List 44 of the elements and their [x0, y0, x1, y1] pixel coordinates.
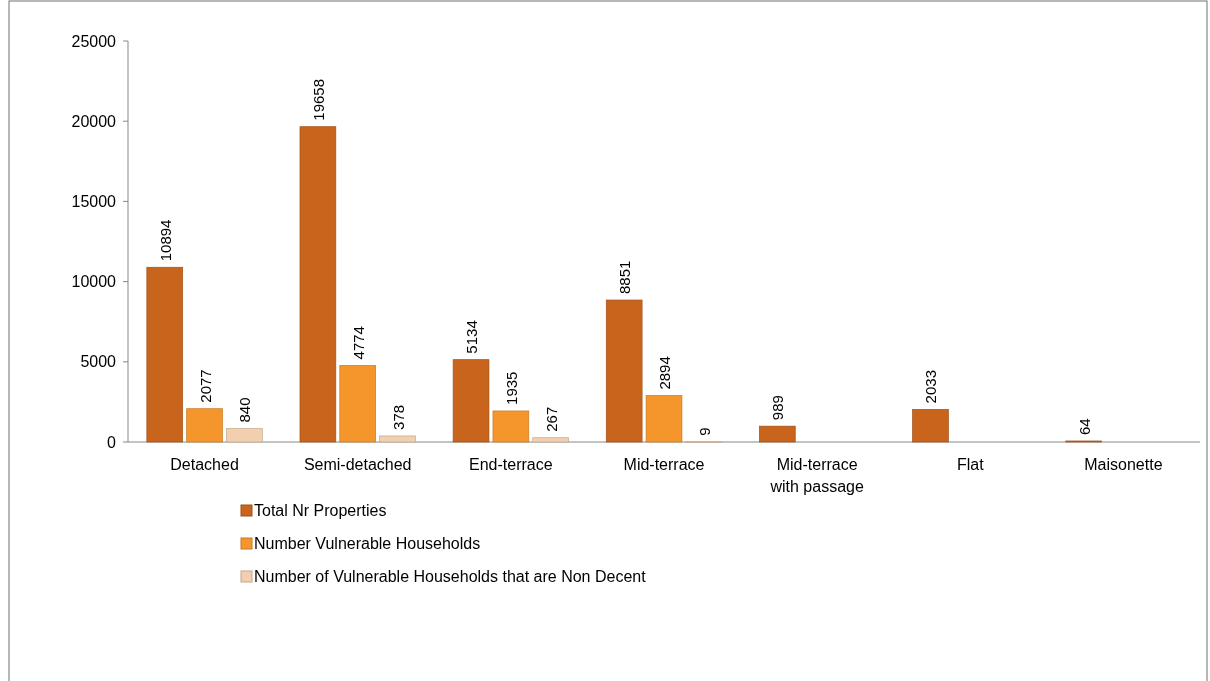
y-tick-label: 0: [107, 433, 117, 451]
y-tick-label: 20000: [71, 112, 117, 130]
data-label: 840: [236, 397, 254, 423]
bar: [759, 425, 796, 443]
data-label: 2077: [196, 369, 214, 403]
data-label: 10894: [156, 219, 174, 262]
data-label: 1935: [502, 371, 520, 405]
bar: [912, 409, 949, 443]
data-label: 4774: [349, 326, 367, 360]
y-tick-label: 5000: [80, 353, 117, 371]
data-label: 19658: [309, 78, 327, 121]
y-tick-label: 25000: [71, 32, 117, 50]
x-tick-label: Mid-terrace with passage: [769, 456, 864, 495]
data-label: 64: [1075, 418, 1093, 435]
bar: [379, 435, 416, 443]
data-label: 8851: [616, 260, 634, 295]
legend-label: Total Nr Properties: [254, 502, 387, 519]
bar: [186, 408, 223, 443]
data-label: 378: [389, 404, 407, 430]
x-tick-label: Maisonette: [1084, 456, 1163, 473]
data-label: 989: [769, 395, 787, 421]
data-label: 5134: [463, 320, 481, 354]
bar: [452, 359, 490, 443]
data-label: 9: [695, 427, 713, 436]
x-tick-label: Semi-detached: [303, 456, 412, 473]
bar: [339, 365, 376, 443]
data-label: 2894: [656, 356, 673, 390]
data-label: 267: [542, 406, 560, 432]
x-tick-label: End-terrace: [469, 456, 553, 473]
bar: [605, 299, 643, 443]
legend-label: Number of Vulnerable Households that are Non Decent: [254, 568, 647, 585]
y-tick-label: 15000: [71, 193, 117, 210]
bar: [146, 266, 184, 443]
x-tick-label: Mid-terrace: [623, 456, 705, 473]
bar: [492, 410, 530, 443]
legend-label: Number Vulnerable Households: [254, 535, 481, 552]
x-tick-label: Flat: [956, 456, 985, 473]
y-tick-label: 10000: [71, 273, 117, 291]
bar: [226, 428, 263, 443]
bar: [645, 395, 683, 443]
bar: [532, 437, 569, 443]
bar: [299, 126, 337, 443]
data-label: 2033: [922, 370, 940, 404]
x-tick-label: Detached: [170, 456, 239, 473]
